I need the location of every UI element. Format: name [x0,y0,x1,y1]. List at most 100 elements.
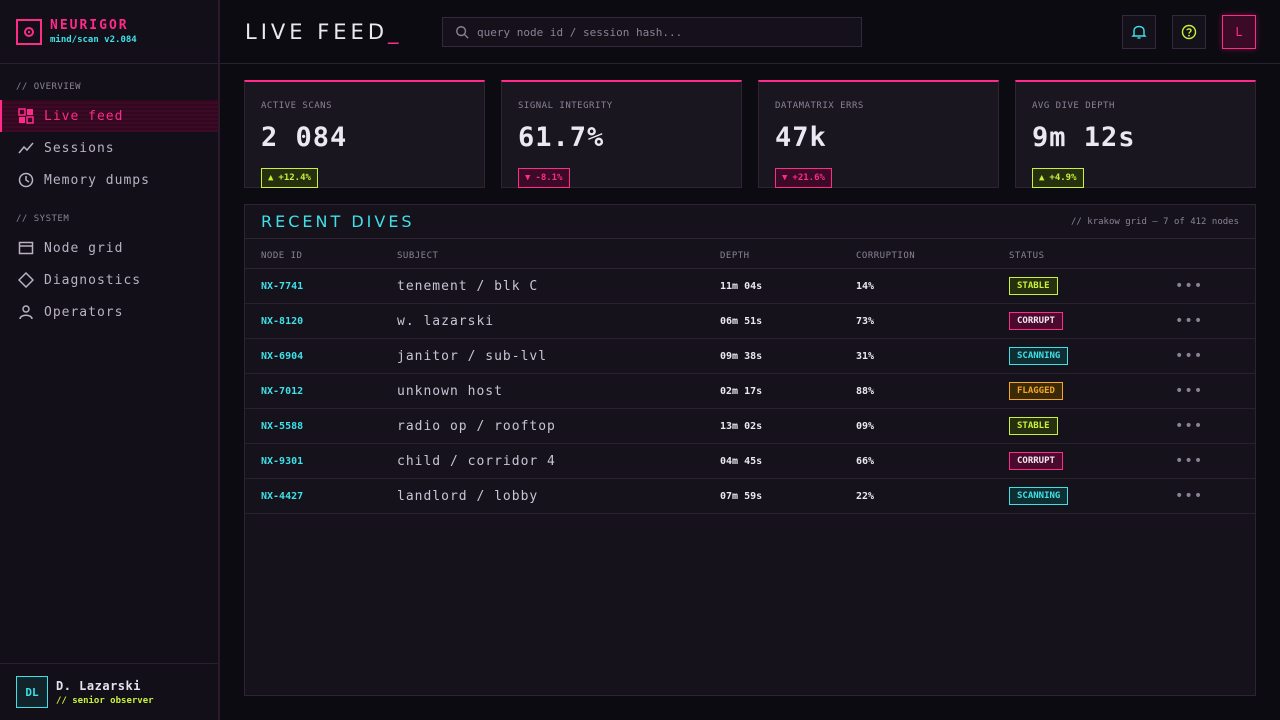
corruption-cell: 88% [856,385,875,397]
kpi-card-avg-dive-depth: AVG DIVE DEPTH 9m 12s ▲ +4.9% [1015,80,1256,188]
more-actions-icon[interactable]: ••• [1175,418,1204,434]
title-cursor: _ [388,20,403,44]
table-row[interactable]: NX-9301 child / corridor 4 04m 45s 66% CORRU… [245,444,1255,479]
subject-cell: unknown host [397,383,503,399]
page-title-text: LIVE FEED [245,20,388,44]
kpi-card-datamatrix-errs: DATAMATRIX ERRS 47k ▼ +21.6% [758,80,999,188]
node-id-link[interactable]: NX-6904 [261,350,304,362]
table-row[interactable]: NX-8120 w. lazarski 06m 51s 73% CORRUPT ••• [245,304,1255,339]
more-actions-icon[interactable]: ••• [1175,348,1204,364]
column-header-status[interactable]: STATUS [1009,251,1045,261]
nav-section-system: // SYSTEM [16,214,70,224]
kpi-label: SIGNAL INTEGRITY [518,101,613,111]
sidebar-item-memory-dumps[interactable]: Memory dumps [0,164,218,196]
table-row[interactable]: NX-5588 radio op / rooftop 13m 02s 09% STABL… [245,409,1255,444]
table-row[interactable]: NX-6904 janitor / sub-lvl 09m 38s 31% SCANNI… [245,339,1255,374]
table-row[interactable]: NX-7741 tenement / blk C 11m 04s 14% STABLE •… [245,269,1255,304]
depth-cell: 11m 04s [720,280,763,292]
column-header-depth[interactable]: DEPTH [720,251,750,261]
subject-cell: janitor / sub-lvl [397,348,548,364]
kpi-label: ACTIVE SCANS [261,101,333,111]
corruption-cell: 73% [856,315,875,327]
more-actions-icon[interactable]: ••• [1175,488,1204,504]
window-icon [18,241,34,255]
user-profile[interactable]: DL D. Lazarski // senior observer [0,663,218,720]
kpi-label: DATAMATRIX ERRS [775,101,864,111]
node-id-link[interactable]: NX-7741 [261,280,304,292]
status-cell: SCANNING [1009,339,1069,373]
corruption-cell: 22% [856,490,875,502]
node-id-link[interactable]: NX-5588 [261,420,304,432]
user-icon [19,305,33,320]
depth-cell: 09m 38s [720,350,763,362]
subject-cell: w. lazarski [397,313,495,329]
status-cell: STABLE [1009,409,1058,443]
status-cell: CORRUPT [1009,304,1063,338]
more-actions-icon[interactable]: ••• [1175,383,1204,399]
status-cell: FLAGGED [1009,374,1063,408]
more-actions-icon[interactable]: ••• [1175,453,1204,469]
column-header-node-id[interactable]: NODE ID [261,251,303,261]
profile-button[interactable]: L [1222,15,1256,49]
kpi-value: 61.7% [518,122,605,153]
grid-icon [18,108,34,124]
arrow-up-icon: ▲ [268,173,274,183]
kpi-delta-value: -8.1% [535,173,563,183]
table-row[interactable]: NX-7012 unknown host 02m 17s 88% FLAGGED ••• [245,374,1255,409]
sidebar-item-label: Live feed [44,108,124,124]
kpi-value: 47k [775,122,827,153]
more-actions-icon[interactable]: ••• [1175,278,1204,294]
status-badge: FLAGGED [1009,382,1063,400]
search-box[interactable] [442,17,862,47]
search-input[interactable] [477,25,857,39]
node-id-link[interactable]: NX-9301 [261,455,304,467]
recent-dives-panel: RECENT DIVES // krakow grid — 7 of 412 n… [244,204,1256,696]
status-badge: CORRUPT [1009,312,1063,330]
sidebar-item-diagnostics[interactable]: Diagnostics [0,264,218,296]
sidebar: NEURIGOR mind/scan v2.084 // OVERVIEW Li… [0,0,220,720]
column-header-corruption[interactable]: CORRUPTION [856,251,916,261]
status-badge: STABLE [1009,417,1058,435]
sidebar-item-sessions[interactable]: Sessions [0,132,218,164]
sidebar-item-operators[interactable]: Operators [0,296,218,328]
arrow-up-icon: ▲ [1039,173,1045,183]
subject-cell: landlord / lobby [397,488,539,504]
user-role: // senior observer [56,695,154,706]
sidebar-item-node-grid[interactable]: Node grid [0,232,218,264]
corruption-cell: 14% [856,280,875,292]
node-id-link[interactable]: NX-4427 [261,490,304,502]
subject-cell: child / corridor 4 [397,453,556,469]
depth-cell: 07m 59s [720,490,763,502]
arrow-down-icon: ▼ [782,173,788,183]
panel-header: RECENT DIVES // krakow grid — 7 of 412 n… [245,205,1255,239]
diamond-icon [18,272,34,288]
kpi-delta-value: +21.6% [792,173,825,183]
column-header-subject[interactable]: SUBJECT [397,251,439,261]
status-cell: CORRUPT [1009,444,1063,478]
more-actions-icon[interactable]: ••• [1175,313,1204,329]
kpi-delta-value: +4.9% [1049,173,1077,183]
subject-cell: radio op / rooftop [397,418,556,434]
logo-icon [16,18,42,45]
notifications-button[interactable] [1122,15,1156,49]
status-cell: SCANNING [1009,479,1069,513]
node-id-link[interactable]: NX-8120 [261,315,304,327]
kpi-card-signal-integrity: SIGNAL INTEGRITY 61.7% ▼ -8.1% [501,80,742,188]
depth-cell: 06m 51s [720,315,763,327]
sidebar-item-label: Sessions [44,140,115,156]
corruption-cell: 66% [856,455,875,467]
status-badge: SCANNING [1009,487,1069,505]
kpi-label: AVG DIVE DEPTH [1032,101,1115,111]
clock-icon [18,172,34,188]
table-header: NODE ID SUBJECT DEPTH CORRUPTION STATUS [245,239,1255,269]
node-id-link[interactable]: NX-7012 [261,385,304,397]
depth-cell: 02m 17s [720,385,763,397]
help-button[interactable] [1172,15,1206,49]
sidebar-item-label: Diagnostics [44,272,142,288]
brand-name: NEURIGOR [50,18,129,33]
panel-meta: // krakow grid — 7 of 412 nodes [1071,216,1239,227]
table-row[interactable]: NX-4427 landlord / lobby 07m 59s 22% SCANNIN… [245,479,1255,514]
sidebar-item-live-feed[interactable]: Live feed [0,100,218,132]
status-badge: STABLE [1009,277,1058,295]
status-badge: CORRUPT [1009,452,1063,470]
